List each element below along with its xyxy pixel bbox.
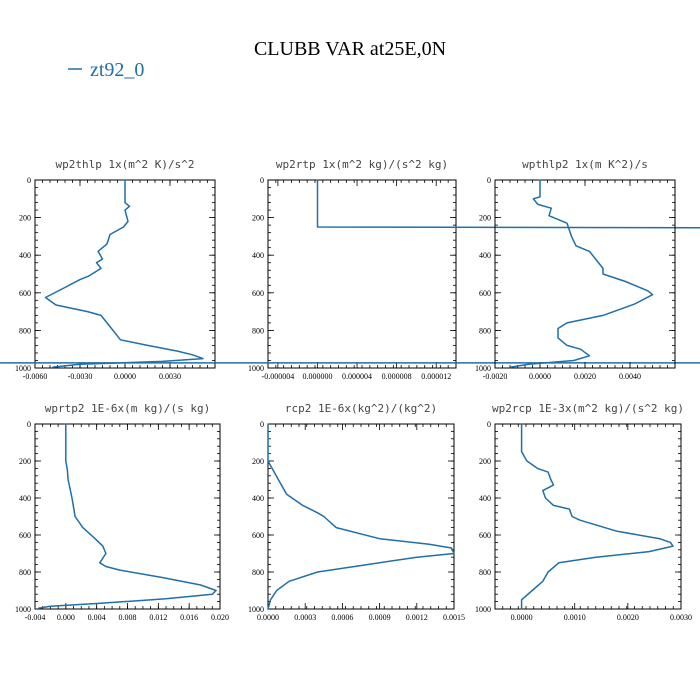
- y-tick-label: 600: [19, 531, 31, 540]
- y-tick-label: 200: [19, 214, 31, 223]
- legend-label: zt92_0: [90, 59, 144, 81]
- y-tick-label: 1000: [15, 364, 31, 373]
- plot-frame: [34, 179, 216, 369]
- x-tick-label: 0.020: [211, 613, 229, 622]
- y-tick-label: 600: [19, 289, 31, 298]
- y-tick-label: 0: [27, 176, 31, 185]
- plot-frame: [494, 423, 682, 610]
- panel-5: rcp2 1E-6x(kg^2)/(kg^2) 0.0000 0.0003 0.000…: [248, 402, 465, 622]
- y-tick-label: 0: [260, 176, 264, 185]
- x-tick-label: 0.0020: [617, 613, 639, 622]
- x-tick-label: -0.0060: [23, 372, 48, 381]
- x-tick-label: 0.0015: [443, 613, 465, 622]
- y-tick-label: 400: [19, 251, 31, 260]
- x-tick-label: 0.000004: [342, 372, 372, 381]
- y-tick-label: 1000: [475, 605, 491, 614]
- x-tick-label: 0.0010: [564, 613, 586, 622]
- y-tick-label: 600: [252, 289, 264, 298]
- panel-4: wprtp2 1E-6x(m kg)/(s kg) -0.004 0.000 0.00…: [15, 402, 229, 622]
- y-tick-label: 800: [252, 326, 264, 335]
- panel-2: wp2rtp 1x(m^2 kg)/(s^2 kg) -0.000004 0.000…: [0, 158, 700, 381]
- y-tick-label: 1000: [15, 605, 31, 614]
- y-tick-label: 200: [252, 457, 264, 466]
- y-tick-label: 400: [252, 251, 264, 260]
- y-tick-label: 400: [479, 494, 491, 503]
- plot-frame: [267, 179, 457, 369]
- panel-title: wp2thlp 1x(m^2 K)/s^2: [55, 158, 194, 171]
- x-tick-label: 0.0009: [369, 613, 391, 622]
- x-tick-label: 0.000012: [421, 372, 451, 381]
- y-tick-label: 200: [19, 457, 31, 466]
- y-tick-label: 800: [252, 568, 264, 577]
- x-tick-label: 0.0003: [294, 613, 316, 622]
- x-tick-label: 0.008: [119, 613, 137, 622]
- x-tick-label: 0.0030: [670, 613, 692, 622]
- panel-title: wp2rcp 1E-3x(m^2 kg)/(s^2 kg): [492, 402, 684, 415]
- panel-title: wpthlp2 1x(m K^2)/s: [522, 158, 648, 171]
- series-line: [38, 423, 217, 609]
- y-tick-label: 800: [19, 326, 31, 335]
- x-tick-label: 0.0030: [159, 372, 181, 381]
- y-tick-label: 800: [479, 326, 491, 335]
- y-tick-label: 1000: [248, 605, 264, 614]
- y-tick-label: 0: [487, 176, 491, 185]
- x-tick-label: 0.016: [180, 613, 198, 622]
- y-tick-label: 1000: [248, 364, 264, 373]
- figure-title: CLUBB VAR at25E,0N: [254, 38, 446, 60]
- x-tick-label: 0.0012: [406, 613, 428, 622]
- x-tick-label: 0.0000: [257, 613, 279, 622]
- panel-grid: wp2thlp 1x(m^2 K)/s^2 -0.0060 -0.0030 0.000…: [0, 158, 700, 622]
- y-tick-label: 800: [19, 568, 31, 577]
- x-tick-label: 0.004: [88, 613, 106, 622]
- y-tick-label: 400: [19, 494, 31, 503]
- series-line: [510, 179, 654, 368]
- x-tick-label: 0.0020: [574, 372, 596, 381]
- x-tick-label: 0.0000: [511, 613, 533, 622]
- series-line: [520, 423, 674, 610]
- y-tick-label: 1000: [475, 364, 491, 373]
- y-tick-label: 600: [479, 289, 491, 298]
- y-tick-label: 800: [479, 568, 491, 577]
- plot-frame: [267, 423, 455, 610]
- y-tick-label: 0: [260, 420, 264, 429]
- series-line: [0, 179, 700, 364]
- x-tick-label: 0.0006: [331, 613, 353, 622]
- y-tick-label: 200: [252, 214, 264, 223]
- y-tick-label: 200: [479, 214, 491, 223]
- x-tick-label: -0.0030: [68, 372, 93, 381]
- panel-6: wp2rcp 1E-3x(m^2 kg)/(s^2 kg) 0.0000 0.001…: [475, 402, 692, 622]
- x-tick-label: 0.0000: [529, 372, 551, 381]
- x-tick-label: -0.000004: [262, 372, 295, 381]
- x-tick-label: 0.000: [57, 613, 75, 622]
- panel-title: rcp2 1E-6x(kg^2)/(kg^2): [285, 402, 437, 415]
- y-tick-label: 600: [252, 531, 264, 540]
- y-tick-label: 0: [27, 420, 31, 429]
- x-tick-label: -0.0020: [483, 372, 508, 381]
- panel-title: wprtp2 1E-6x(m kg)/(s kg): [45, 402, 211, 415]
- x-tick-label: 0.012: [149, 613, 167, 622]
- y-tick-label: 600: [479, 531, 491, 540]
- panel-title: wp2rtp 1x(m^2 kg)/(s^2 kg): [276, 158, 448, 171]
- plot-frame: [34, 423, 221, 610]
- x-tick-label: 0.0000: [114, 372, 136, 381]
- y-tick-label: 200: [479, 457, 491, 466]
- panel-3: wpthlp2 1x(m K^2)/s -0.0020 0.0000 0.0020 0.…: [475, 158, 676, 381]
- panel-1: wp2thlp 1x(m^2 K)/s^2 -0.0060 -0.0030 0.000…: [15, 158, 216, 381]
- series-line: [267, 423, 455, 610]
- x-tick-label: 0.000000: [302, 372, 332, 381]
- x-tick-label: 0.0040: [619, 372, 641, 381]
- x-tick-label: 0.000008: [382, 372, 412, 381]
- plot-frame: [494, 179, 676, 369]
- series-line: [44, 179, 204, 368]
- y-tick-label: 0: [487, 420, 491, 429]
- y-tick-label: 400: [479, 251, 491, 260]
- x-tick-label: -0.004: [25, 613, 46, 622]
- y-tick-label: 400: [252, 494, 264, 503]
- legend: zt92_0: [68, 59, 144, 81]
